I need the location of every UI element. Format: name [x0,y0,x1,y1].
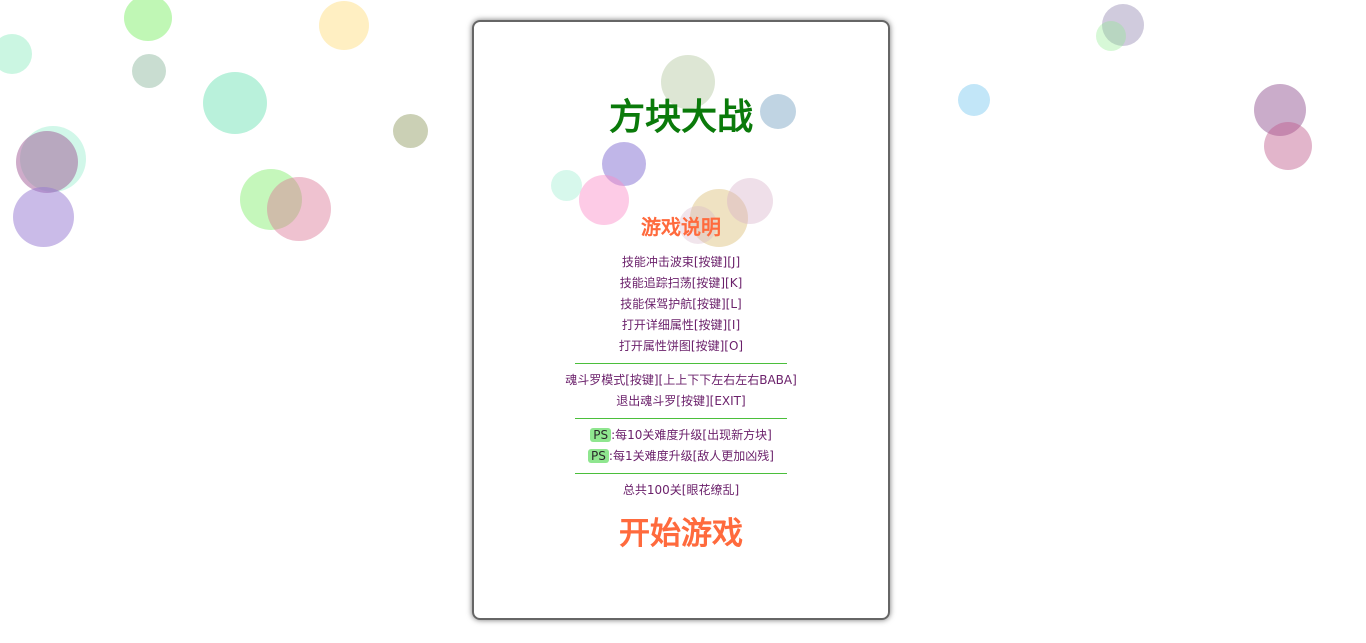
divider [575,363,787,364]
control-line: 技能追踪扫荡[按键][K] [619,276,743,290]
bubble [13,187,74,247]
note-line: PS:每1关难度升级[敌人更加凶残] [474,446,888,467]
note-text: :每10关难度升级[出现新方块] [611,428,772,442]
divider [575,473,787,474]
bubble [1102,4,1144,46]
bubble [958,84,990,116]
instructions-list: 技能冲击波束[按键][J] 技能追踪扫荡[按键][K] 技能保驾护航[按键][L… [474,252,888,501]
game-menu-panel: 方块大战 游戏说明 技能冲击波束[按键][J] 技能追踪扫荡[按键][K] 技能… [472,20,890,620]
bubble [267,177,331,241]
divider [575,418,787,419]
bubble [16,131,78,193]
ps-badge: PS [590,428,612,442]
bubble [319,1,369,50]
bubble [203,72,267,134]
contra-line: 退出魂斗罗[按键][EXIT] [616,394,746,408]
note-text: :每1关难度升级[敌人更加凶残] [608,449,774,463]
bubble [240,169,302,230]
note-line: PS:每10关难度升级[出现新方块] [474,425,888,446]
start-game-button[interactable]: 开始游戏 [619,516,743,552]
bubble [132,54,166,88]
bubble [124,0,172,41]
bubble [1264,122,1312,170]
bubble [0,34,32,74]
control-line: 打开详细属性[按键][I] [621,318,741,332]
contra-line: 魂斗罗模式[按键][上上下下左右左右BABA] [565,373,797,387]
bubble [1096,21,1126,51]
bubble [393,114,428,148]
instructions-heading: 游戏说明 [641,215,721,239]
control-line: 打开属性饼图[按键][O] [618,339,744,353]
ps-badge: PS [588,449,609,463]
total-levels: 总共100关[眼花缭乱] [622,483,740,497]
bubble [20,126,86,192]
bubble [1254,84,1306,136]
control-line: 技能保驾护航[按键][L] [620,297,742,311]
control-line: 技能冲击波束[按键][J] [621,255,741,269]
game-title: 方块大战 [608,97,753,138]
